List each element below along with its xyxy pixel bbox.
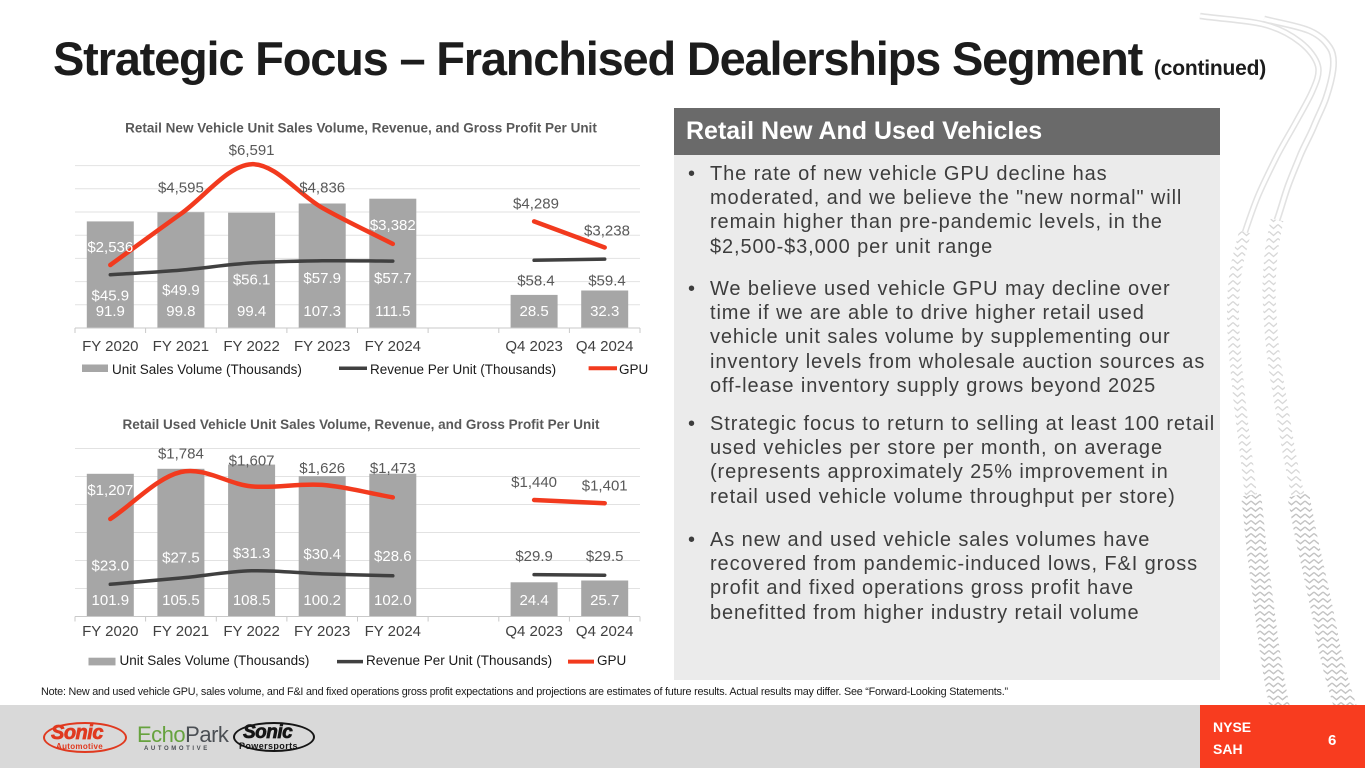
svg-text:$31.3: $31.3	[233, 545, 271, 562]
svg-text:FY 2020: FY 2020	[82, 338, 138, 355]
svg-text:99.4: 99.4	[237, 303, 266, 320]
svg-text:Retail Used Vehicle Unit Sales: Retail Used Vehicle Unit Sales Volume, R…	[123, 417, 600, 432]
svg-text:101.9: 101.9	[92, 592, 130, 609]
svg-text:Q4 2023: Q4 2023	[505, 338, 563, 355]
svg-text:$30.4: $30.4	[303, 546, 341, 563]
svg-text:Unit Sales Volume (Thousands): Unit Sales Volume (Thousands)	[112, 362, 302, 377]
svg-text:$49.9: $49.9	[162, 282, 200, 299]
svg-text:GPU: GPU	[597, 653, 626, 668]
svg-text:$1,473: $1,473	[370, 460, 416, 477]
svg-text:FY 2022: FY 2022	[223, 623, 279, 640]
svg-text:Revenue Per Unit (Thousands): Revenue Per Unit (Thousands)	[366, 653, 552, 668]
svg-text:28.5: 28.5	[519, 303, 548, 320]
svg-text:$4,289: $4,289	[513, 195, 559, 212]
svg-text:111.5: 111.5	[375, 303, 410, 320]
svg-text:$6,591: $6,591	[229, 142, 275, 159]
svg-text:$1,607: $1,607	[229, 453, 275, 470]
svg-text:$29.5: $29.5	[586, 548, 624, 565]
svg-text:FY 2021: FY 2021	[153, 623, 209, 640]
svg-text:FY 2022: FY 2022	[223, 338, 279, 355]
svg-text:$28.6: $28.6	[374, 548, 412, 565]
svg-text:Retail New Vehicle Unit Sales: Retail New Vehicle Unit Sales Volume, Re…	[125, 121, 597, 136]
svg-text:Q4 2023: Q4 2023	[505, 623, 563, 640]
svg-text:$1,440: $1,440	[511, 474, 557, 491]
svg-text:$27.5: $27.5	[162, 550, 200, 567]
svg-text:FY 2023: FY 2023	[294, 623, 350, 640]
svg-text:$4,595: $4,595	[158, 180, 204, 197]
svg-text:25.7: 25.7	[590, 592, 619, 609]
svg-text:107.3: 107.3	[303, 303, 341, 320]
svg-text:102.0: 102.0	[374, 592, 412, 609]
svg-text:108.5: 108.5	[233, 592, 271, 609]
svg-text:$57.7: $57.7	[374, 270, 412, 287]
svg-text:FY 2021: FY 2021	[153, 338, 209, 355]
svg-text:$1,784: $1,784	[158, 446, 204, 463]
svg-text:24.4: 24.4	[519, 592, 548, 609]
svg-text:100.2: 100.2	[303, 592, 341, 609]
svg-text:FY 2024: FY 2024	[365, 623, 421, 640]
svg-text:FY 2024: FY 2024	[365, 338, 421, 355]
svg-text:32.3: 32.3	[590, 303, 619, 320]
svg-text:$1,626: $1,626	[299, 460, 345, 477]
svg-text:Revenue Per Unit (Thousands): Revenue Per Unit (Thousands)	[370, 362, 556, 377]
svg-text:105.5: 105.5	[162, 592, 200, 609]
svg-text:$29.9: $29.9	[515, 548, 553, 565]
svg-text:$58.4: $58.4	[517, 272, 555, 289]
svg-text:$1,207: $1,207	[87, 482, 133, 499]
svg-text:$57.9: $57.9	[303, 270, 341, 287]
svg-text:$3,382: $3,382	[370, 217, 416, 234]
svg-text:Q4 2024: Q4 2024	[576, 338, 634, 355]
svg-text:Q4 2024: Q4 2024	[576, 623, 634, 640]
svg-text:$1,401: $1,401	[582, 478, 628, 495]
svg-text:GPU: GPU	[619, 362, 648, 377]
svg-text:91.9: 91.9	[96, 303, 125, 320]
svg-text:$59.4: $59.4	[588, 272, 626, 289]
svg-text:$4,836: $4,836	[299, 180, 345, 197]
svg-text:FY 2020: FY 2020	[82, 623, 138, 640]
svg-text:$23.0: $23.0	[92, 557, 130, 574]
svg-text:FY 2023: FY 2023	[294, 338, 350, 355]
svg-text:$56.1: $56.1	[233, 272, 271, 289]
svg-text:$45.9: $45.9	[92, 288, 130, 305]
svg-text:Unit Sales Volume (Thousands): Unit Sales Volume (Thousands)	[120, 653, 310, 668]
svg-text:$3,238: $3,238	[584, 223, 630, 240]
svg-text:$2,536: $2,536	[87, 239, 133, 256]
svg-text:99.8: 99.8	[166, 303, 195, 320]
